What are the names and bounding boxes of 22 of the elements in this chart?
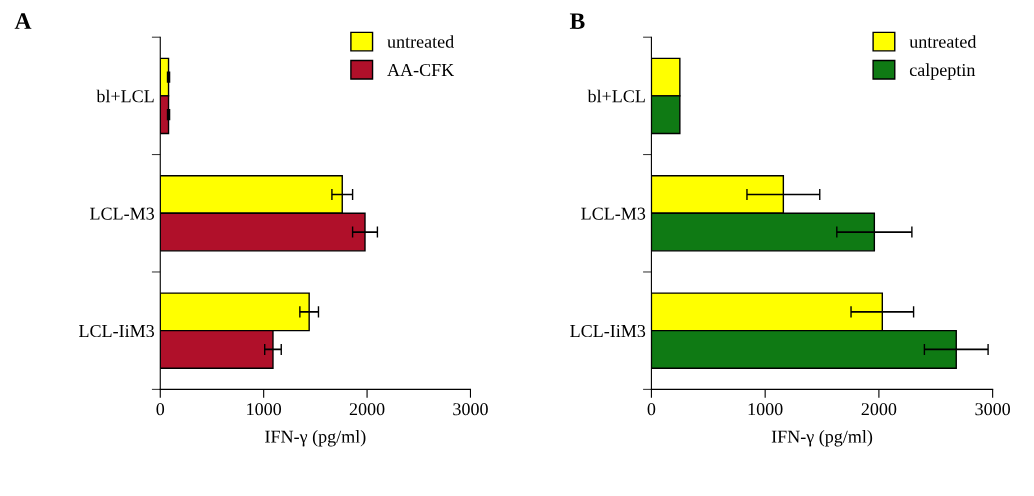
x-tick-label: 1000 (748, 403, 783, 416)
legend-label: AA-CFK (387, 63, 455, 77)
x-tick-label: 0 (156, 403, 165, 416)
x-tick-label: 3000 (975, 403, 1011, 416)
y-tick-label: LCL-M3 (90, 207, 155, 220)
x-axis-title: IFN-γ (pg/ml) (771, 430, 873, 447)
chart-title: A (14, 13, 32, 29)
x-tick-label: 2000 (861, 403, 897, 416)
y-tick-label: LCL-IiM3 (570, 324, 646, 338)
x-tick-label: 0 (647, 403, 656, 416)
x-tick-label: 1000 (247, 403, 282, 416)
y-tick-label: LCL-IiM3 (79, 324, 155, 338)
x-tick-label: 2000 (349, 403, 385, 416)
y-tick-label: bl+LCL (587, 89, 645, 103)
chart-title: B (569, 13, 585, 29)
y-tick-label: bl+LCL (96, 89, 154, 103)
legend-label: untreated (387, 35, 454, 48)
x-axis-title: IFN-γ (pg/ml) (265, 430, 366, 447)
x-tick-label: 3000 (453, 403, 488, 416)
legend-label: untreated (909, 35, 977, 48)
legend-label: calpeptin (909, 63, 976, 80)
y-tick-label: LCL-M3 (581, 207, 646, 220)
